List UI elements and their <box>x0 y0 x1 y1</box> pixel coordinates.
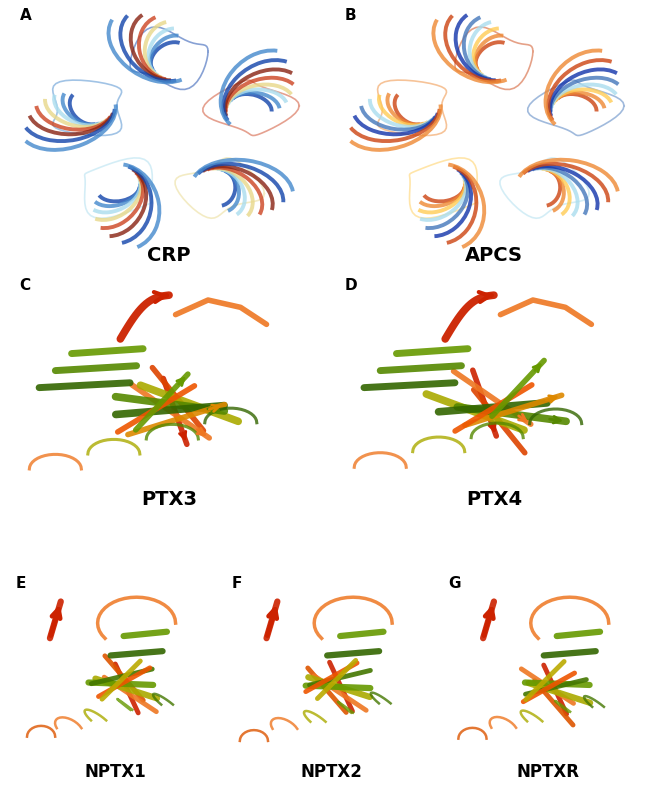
Text: PTX4: PTX4 <box>466 491 522 509</box>
Text: D: D <box>345 278 357 293</box>
Text: E: E <box>15 575 26 590</box>
Text: G: G <box>448 575 461 590</box>
Text: NPTX2: NPTX2 <box>300 763 363 780</box>
Text: F: F <box>232 575 242 590</box>
Text: CRP: CRP <box>147 246 191 265</box>
Text: NPTXR: NPTXR <box>516 763 579 780</box>
Text: A: A <box>20 8 31 23</box>
Text: PTX3: PTX3 <box>141 491 197 509</box>
Text: APCS: APCS <box>465 246 523 265</box>
Text: C: C <box>20 278 30 293</box>
Text: NPTX1: NPTX1 <box>84 763 146 780</box>
Text: B: B <box>345 8 356 23</box>
